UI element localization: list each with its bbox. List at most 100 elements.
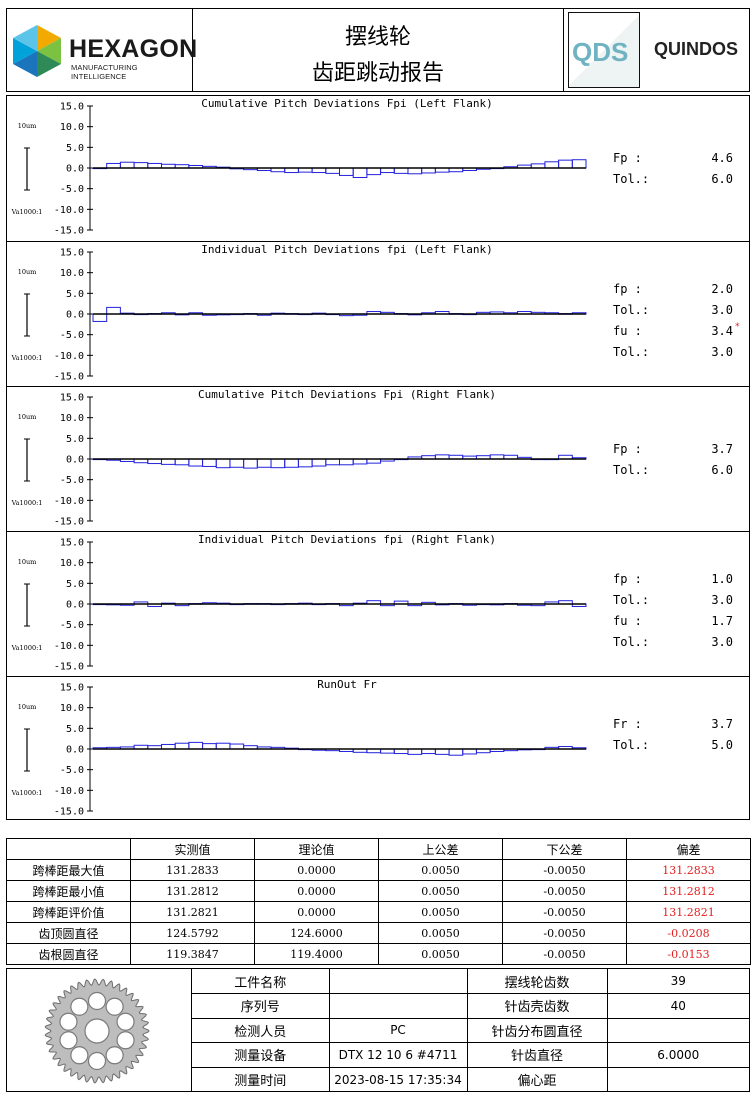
chart-panel: 15.0 10.0 5.0 0.0 -5.0 -10.0 -15.0 10um Va1000:1…: [7, 96, 749, 241]
out-of-tolerance-flag: *: [734, 322, 740, 332]
chart-panel: 15.0 10.0 5.0 0.0 -5.0 -10.0 -15.0 10um Va1000:1…: [7, 386, 749, 531]
magnification-label: Va1000:1: [11, 499, 43, 507]
measured-value: 131.2812: [130, 880, 255, 902]
upper-tolerance: 0.0050: [378, 901, 503, 923]
data-bar: [243, 458, 258, 469]
y-tick-label: -5.0: [60, 620, 84, 631]
deviation-value: 131.2821: [626, 901, 751, 923]
header-cell: 偏差: [626, 838, 751, 860]
y-tick-label: 0.0: [66, 310, 84, 321]
chart-title: Cumulative Pitch Deviations Fpi (Right F…: [197, 388, 496, 401]
y-tick-label: -5.0: [60, 475, 84, 486]
result-label: Tol.:: [613, 635, 650, 649]
y-tick-label: -5.0: [60, 330, 84, 341]
data-bar: [174, 458, 190, 466]
result-item: Tol.: 6.0: [613, 463, 733, 483]
gear-hole: [87, 991, 107, 1011]
magnification-label: Va1000:1: [11, 354, 43, 362]
lower-tolerance: -0.0050: [502, 943, 627, 965]
upper-tolerance: 0.0050: [378, 859, 503, 881]
y-tick-label: 15.0: [60, 393, 84, 404]
report-title: 摆线轮 齿距跳动报告: [193, 9, 563, 91]
data-bar: [339, 167, 354, 176]
info-value: [328, 993, 468, 1019]
info-value: PC: [328, 1017, 468, 1043]
gear-image: [7, 969, 192, 1091]
y-tick-label: 10.0: [60, 268, 84, 279]
y-tick-label: -15.0: [54, 807, 84, 818]
result-label: fu :: [613, 614, 642, 628]
nominal-value: 124.6000: [254, 922, 379, 944]
info-value: DTX 12 10 6 #4711: [328, 1042, 468, 1068]
y-tick-label: -15.0: [54, 517, 84, 528]
chart-title: RunOut Fr: [317, 678, 377, 691]
info-row: 工件名称 摆线轮齿数 39: [192, 969, 749, 994]
data-bar: [366, 167, 382, 176]
info-value: 2023-08-15 17:35:34: [328, 1066, 468, 1092]
result-value: 3.7: [711, 442, 733, 456]
result-value: 3.7: [711, 717, 733, 731]
scale-unit-label: 10um: [18, 413, 37, 421]
data-bar: [325, 167, 340, 174]
row-label: 跨棒距评价值: [6, 901, 131, 923]
info-row: 检测人员 PC 针齿分布圆直径: [192, 1017, 749, 1043]
data-bar: [229, 458, 245, 468]
result-value: 2.0: [711, 282, 733, 296]
gear-center-hole: [84, 1018, 110, 1044]
y-tick-label: -10.0: [54, 205, 84, 216]
result-label: Tol.:: [613, 172, 650, 186]
data-bar: [434, 748, 450, 755]
data-bar: [284, 458, 299, 468]
cycloid-gear-icon: [44, 978, 150, 1084]
data-bar: [558, 159, 573, 169]
result-label: Fr :: [613, 717, 642, 731]
result-label: Fp :: [613, 151, 642, 165]
table-row: 齿根圆直径 119.3847 119.4000 0.0050 -0.0050 -…: [6, 943, 751, 965]
y-tick-label: 5.0: [66, 434, 84, 445]
y-tick-label: -5.0: [60, 765, 84, 776]
result-item: Tol.: 3.0: [613, 303, 733, 323]
measured-value: 119.3847: [130, 943, 255, 965]
y-tick-label: 5.0: [66, 724, 84, 735]
data-bar: [160, 458, 176, 465]
data-bar: [407, 167, 423, 175]
result-value: 3.0: [711, 593, 733, 607]
y-tick-label: 15.0: [60, 683, 84, 694]
y-tick-label: -10.0: [54, 496, 84, 507]
qds-logo-box: QDS: [568, 12, 640, 88]
deviation-value: 131.2833: [626, 859, 751, 881]
chart-panel: 15.0 10.0 5.0 0.0 -5.0 -10.0 -15.0 10um Va1000:1…: [7, 676, 749, 821]
result-item: fp : 1.0: [613, 572, 733, 592]
magnification-label: Va1000:1: [11, 644, 43, 652]
result-label: fu :: [613, 324, 642, 338]
result-item: Tol.: 3.0: [613, 635, 733, 655]
title-line-2: 齿距跳动报告: [311, 61, 444, 86]
scale-unit-label: 10um: [18, 558, 37, 566]
info-value: 39: [606, 969, 749, 994]
y-tick-label: 10.0: [60, 703, 84, 714]
gear-hole: [59, 1031, 78, 1050]
quindos-text: QUINDOS: [654, 39, 739, 59]
measured-value: 124.5792: [130, 922, 255, 944]
result-label: Tol.:: [613, 593, 650, 607]
nominal-value: 0.0000: [254, 901, 379, 923]
y-tick-label: 15.0: [60, 538, 84, 549]
data-bar: [270, 458, 286, 469]
y-tick-label: 0.0: [66, 455, 84, 466]
data-bar: [544, 161, 560, 169]
part-info-table: 工件名称 摆线轮齿数 39 序列号 针齿壳齿数 40 检测人员 PC 针齿分布圆…: [192, 969, 749, 1092]
result-label: fp :: [613, 572, 642, 586]
data-bar: [188, 458, 204, 467]
chart-svg: 15.0 10.0 5.0 0.0 -5.0 -10.0 -15.0 10um Va1000:1: [11, 393, 587, 528]
brand-subtitle: MANUFACTURING INTELLIGENCE: [71, 63, 138, 81]
scale-unit-label: 10um: [18, 268, 37, 276]
magnification-label: Va1000:1: [11, 208, 43, 216]
chart-svg: 15.0 10.0 5.0 0.0 -5.0 -10.0 -15.0 10um Va1000:1: [11, 538, 587, 673]
result-item: Tol.: 3.0: [613, 345, 733, 365]
gear-hole: [116, 1031, 135, 1050]
data-bar: [202, 458, 217, 467]
deviation-value: -0.0208: [626, 922, 751, 944]
row-label: 齿根圆直径: [6, 943, 131, 965]
chart-svg: 15.0 10.0 5.0 0.0 -5.0 -10.0 -15.0 10um Va1000:1: [11, 102, 587, 237]
qds-logo: QDS QUINDOS: [563, 9, 749, 91]
